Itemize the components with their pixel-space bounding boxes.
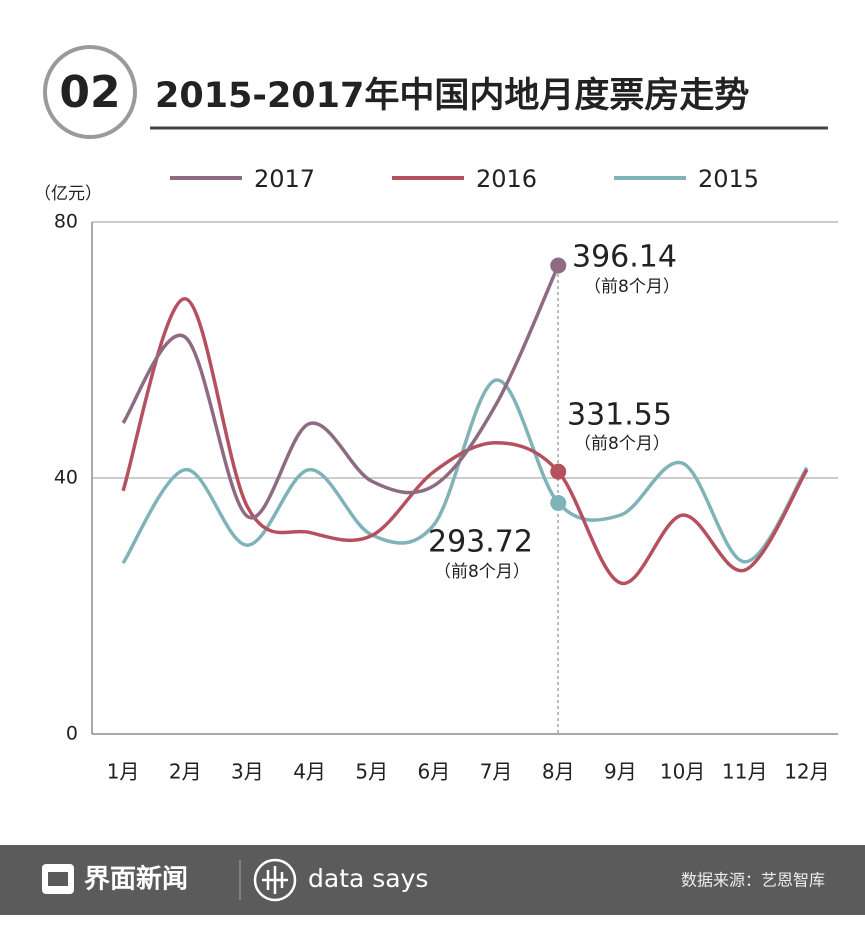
x-tick-label: 5月 <box>355 760 388 784</box>
footer-partner: data says <box>308 864 428 893</box>
y-tick-label: 80 <box>54 211 78 233</box>
series-line <box>121 297 809 585</box>
series-line <box>121 264 560 520</box>
x-tick-label: 7月 <box>480 760 513 784</box>
series-line <box>121 378 809 565</box>
annotation-note: （前8个月） <box>574 434 670 454</box>
x-tick-label: 8月 <box>542 760 575 784</box>
legend-label: 2015 <box>698 165 759 193</box>
legend-label: 2017 <box>254 165 315 193</box>
badge: 02 <box>59 67 120 118</box>
legend-label: 2016 <box>476 165 537 193</box>
partner-icon <box>253 858 297 902</box>
x-tick-label: 4月 <box>293 760 326 784</box>
end-marker <box>550 463 567 480</box>
x-tick-label: 1月 <box>107 760 140 784</box>
x-tick-label: 10月 <box>660 760 705 784</box>
annotation-value: 331.55 <box>567 398 672 433</box>
y-axis-label: （亿元） <box>34 184 102 204</box>
annotation-note: （前8个月） <box>434 562 530 582</box>
x-tick-label: 3月 <box>231 760 264 784</box>
annotation-value: 396.14 <box>572 240 677 275</box>
footer-source: 数据来源：艺恩智库 <box>681 871 825 890</box>
footer-brand: 界面新闻 <box>84 864 188 895</box>
brand-icon-inner <box>48 872 68 886</box>
footer-band <box>0 845 865 915</box>
chart-title: 2015-2017年中国内地月度票房走势 <box>155 76 749 116</box>
annotation-value: 293.72 <box>428 525 533 560</box>
partner-icon-mark <box>262 866 288 894</box>
x-tick-label: 12月 <box>784 760 829 784</box>
y-tick-label: 40 <box>54 467 78 489</box>
x-tick-label: 11月 <box>722 760 767 784</box>
end-marker <box>550 257 567 274</box>
x-tick-label: 9月 <box>604 760 637 784</box>
end-marker <box>550 494 567 511</box>
x-tick-label: 2月 <box>169 760 202 784</box>
y-tick-label: 0 <box>66 723 78 745</box>
badge-circle <box>43 45 137 139</box>
x-tick-label: 6月 <box>418 760 451 784</box>
annotation-note: （前8个月） <box>584 277 680 297</box>
